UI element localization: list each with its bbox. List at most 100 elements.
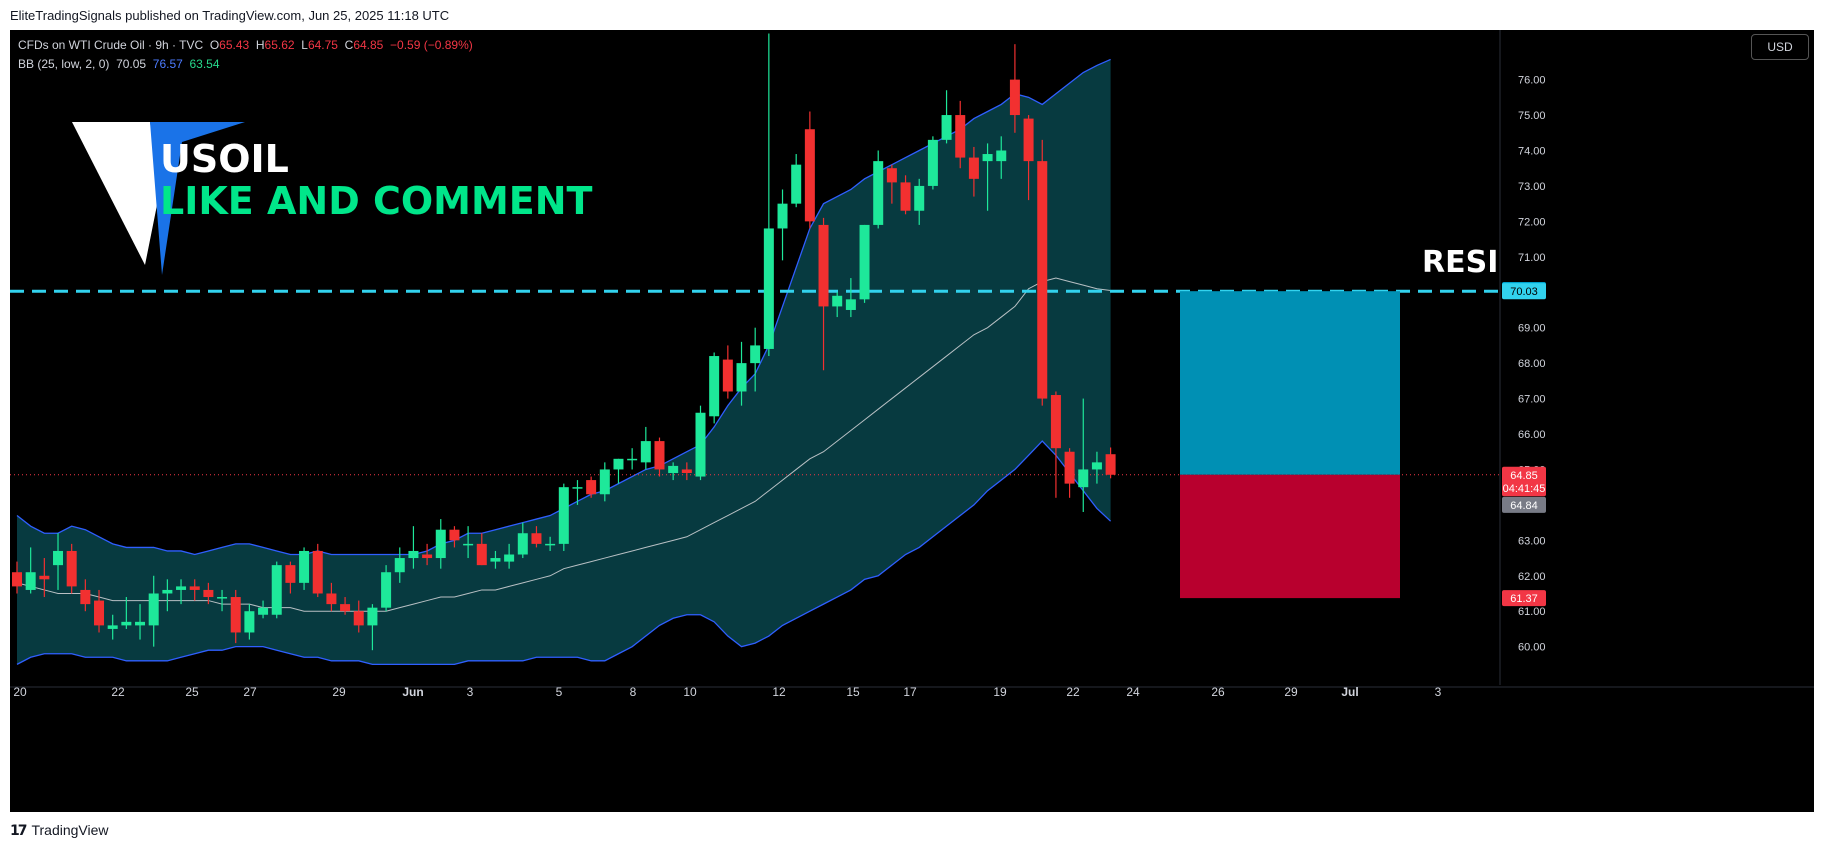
candle-body <box>25 572 36 590</box>
high-value: 65.62 <box>264 38 295 52</box>
candle-body <box>176 586 187 590</box>
y-tick-label: 67.00 <box>1518 394 1546 406</box>
candle <box>394 547 405 583</box>
candle <box>326 582 337 612</box>
candle-body <box>1064 451 1075 484</box>
x-tick-label: 29 <box>1284 685 1298 699</box>
x-tick-label: 8 <box>630 685 637 699</box>
y-tick-label: 71.00 <box>1518 252 1546 264</box>
x-tick-label: 5 <box>556 685 563 699</box>
y-tick-label: 61.00 <box>1518 606 1546 618</box>
candle <box>640 426 651 470</box>
candle <box>681 462 692 481</box>
candle-body <box>654 441 665 470</box>
candle <box>517 522 528 559</box>
candle-body <box>449 529 460 541</box>
candle-body <box>1009 79 1020 116</box>
candle <box>1064 448 1075 498</box>
ohlc-legend: CFDs on WTI Crude Oil · 9h · TVC O65.43 … <box>18 38 473 52</box>
price-tag-bg <box>1502 590 1546 607</box>
candle-body <box>230 597 241 633</box>
candle <box>12 561 22 594</box>
candle-body <box>258 607 269 615</box>
candle <box>545 536 556 551</box>
chart-panel[interactable]: USOIL LIKE AND COMMENT RESISTANCE 70.03 … <box>10 30 1814 812</box>
candle <box>996 136 1007 179</box>
candle <box>695 405 706 481</box>
candle-body <box>941 115 952 140</box>
candle <box>435 519 446 569</box>
candle-body <box>244 611 255 633</box>
candle-body <box>1105 454 1116 475</box>
candle <box>927 136 938 190</box>
tradingview-logo[interactable]: 17 TradingView <box>10 822 109 839</box>
candle-body <box>367 607 378 626</box>
open-value: 65.43 <box>219 38 250 52</box>
candle <box>791 154 802 208</box>
candle <box>763 33 774 357</box>
candle <box>107 614 118 640</box>
candle-body <box>148 593 159 626</box>
currency-button[interactable]: USD <box>1751 34 1809 60</box>
candle <box>66 543 77 594</box>
candle-body <box>640 441 651 463</box>
candle <box>176 579 187 605</box>
candle <box>599 462 610 502</box>
candle <box>189 579 200 601</box>
candle-body <box>1078 469 1089 488</box>
candle-body <box>285 565 296 583</box>
candle <box>968 146 979 197</box>
candle-body <box>66 550 77 587</box>
candle-body <box>859 224 870 300</box>
candle <box>203 582 214 605</box>
logo-mark-blue <box>150 122 245 275</box>
candle-body <box>545 543 556 546</box>
x-tick-label: 24 <box>1126 685 1140 699</box>
candle-body <box>681 469 692 473</box>
target-zone <box>1180 291 1400 475</box>
candle-body <box>599 469 610 495</box>
price-tag: 64.85 <box>1502 466 1546 483</box>
candle <box>845 278 856 318</box>
price-tag: 70.03 <box>1502 283 1546 300</box>
candle-body <box>217 597 228 599</box>
x-tick-label: 12 <box>772 685 786 699</box>
high-label: H <box>255 38 265 52</box>
candle-body <box>53 550 64 566</box>
position-box-layer <box>1180 291 1400 599</box>
y-tick-label: 69.00 <box>1518 323 1546 335</box>
y-tick-label: 73.00 <box>1518 181 1546 193</box>
bb-lower-value: 63.54 <box>189 57 220 71</box>
candle-body <box>1023 118 1034 162</box>
candle-body <box>558 487 569 544</box>
candle <box>381 565 392 612</box>
candle-body <box>517 533 528 555</box>
tradingview-wordmark: TradingView <box>31 822 109 838</box>
bb-lower-line <box>16 440 1112 666</box>
candle <box>1091 451 1102 484</box>
candle-body <box>107 625 118 629</box>
x-tick-label: 22 <box>111 685 125 699</box>
candle-body <box>982 154 993 162</box>
x-tick-label: 25 <box>185 685 199 699</box>
tradingview-icon: 17 <box>10 823 28 839</box>
x-tick-label: 22 <box>1066 685 1080 699</box>
price-axis-bg <box>1500 30 1814 812</box>
y-tick-label: 63.00 <box>1518 535 1546 547</box>
x-tick-label: 19 <box>993 685 1007 699</box>
candle <box>722 345 733 399</box>
candle-body <box>695 412 706 477</box>
publisher-credit: EliteTradingSignals published on Trading… <box>10 8 450 23</box>
x-tick-label: Jun <box>402 685 423 699</box>
change-value: −0.59 (−0.89%) <box>390 38 473 52</box>
candle <box>900 175 911 215</box>
candle <box>777 189 788 261</box>
candle-body <box>490 558 501 562</box>
y-tick-label: 76.00 <box>1518 75 1546 87</box>
candle <box>285 561 296 594</box>
price-chart[interactable]: USOIL LIKE AND COMMENT RESISTANCE 70.03 … <box>10 30 1814 812</box>
candle-body <box>722 359 733 392</box>
candle <box>627 448 638 470</box>
candle <box>668 462 679 481</box>
candle <box>1037 139 1048 406</box>
